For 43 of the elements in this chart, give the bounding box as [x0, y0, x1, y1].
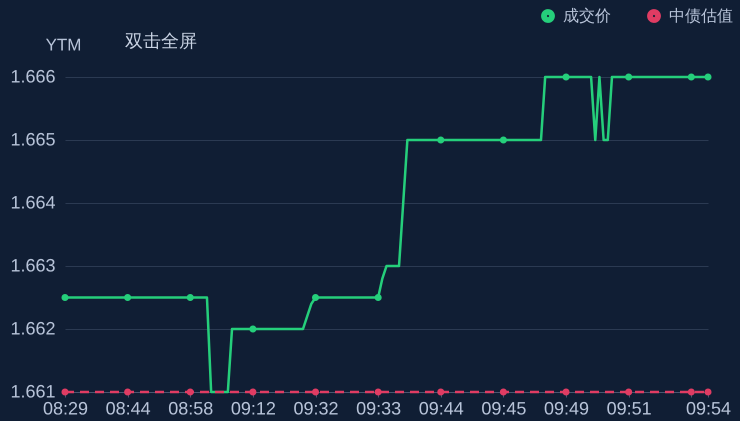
point	[625, 388, 632, 396]
x-tick-label: 09:44	[418, 398, 464, 418]
point	[562, 73, 570, 81]
point	[374, 388, 382, 396]
x-tick-label: 08:44	[106, 398, 151, 418]
x-tick-label: 09:51	[606, 398, 652, 418]
text: 双击全屏	[125, 31, 197, 51]
point	[500, 136, 507, 144]
point	[374, 294, 382, 302]
y-tick-label: 1.662	[10, 318, 56, 338]
y-axis-title: YTM	[46, 36, 82, 54]
y-tick-label: 1.664	[10, 192, 56, 212]
y-tick-label: 1.661	[10, 382, 56, 402]
point	[249, 325, 256, 333]
x-tick-label: 09:54	[686, 398, 732, 418]
x-tick-label: 09:45	[481, 398, 526, 418]
x-tick-label: 09:33	[356, 398, 402, 418]
point	[437, 388, 444, 396]
x-tick-label: 09:49	[544, 398, 590, 418]
legend-label: 中债估值	[669, 7, 733, 25]
point	[124, 388, 132, 396]
point	[312, 294, 320, 302]
point	[249, 388, 256, 396]
point	[688, 388, 695, 396]
x-tick-label: 09:32	[293, 398, 339, 418]
point	[124, 294, 132, 302]
point	[312, 388, 320, 396]
point	[186, 294, 194, 302]
point	[562, 388, 570, 396]
point	[186, 388, 194, 396]
point	[625, 73, 632, 81]
point	[61, 294, 69, 302]
point	[437, 136, 444, 144]
x-tick-label: 08:29	[42, 398, 88, 418]
y-tick-label: 1.665	[10, 130, 56, 150]
x-tick-label: 09:12	[230, 398, 276, 418]
y-tick-label: 1.663	[10, 256, 56, 276]
point	[688, 73, 695, 81]
legend-label: 成交价	[563, 7, 611, 25]
point	[704, 73, 712, 81]
y-tick-label: 1.666	[10, 66, 56, 86]
point	[500, 388, 507, 396]
x-tick-label: 08:58	[168, 398, 214, 418]
